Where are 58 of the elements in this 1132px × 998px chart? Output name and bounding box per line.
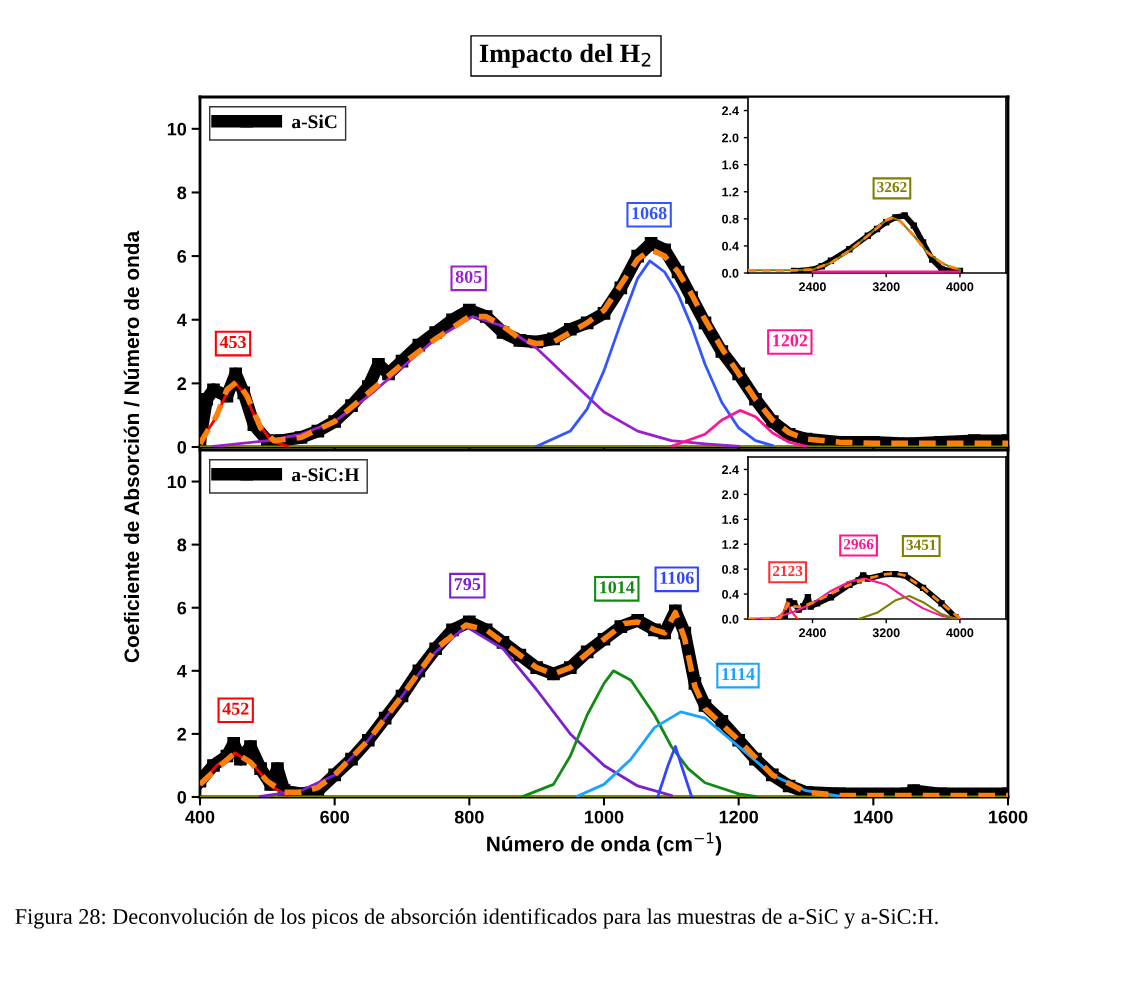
y-tick-label: 10 bbox=[167, 475, 187, 489]
y-tick-label: 0.0 bbox=[722, 268, 739, 278]
y-tick-label: 0.0 bbox=[722, 614, 739, 624]
x-tick-label: 1400 bbox=[854, 810, 893, 824]
x-tick-label: 4000 bbox=[946, 628, 974, 638]
annotation: 453 bbox=[219, 335, 246, 349]
y-tick-label: 6 bbox=[177, 250, 187, 263]
x-tick-label: 2400 bbox=[799, 282, 826, 292]
x-tick-label: 1600 bbox=[989, 810, 1028, 824]
y-tick-label: 6 bbox=[177, 601, 187, 615]
y-tick-label: 1.6 bbox=[722, 160, 739, 170]
y-tick-label: 10 bbox=[167, 122, 187, 136]
annotation: 1202 bbox=[773, 334, 808, 347]
y-tick-label: 2 bbox=[177, 727, 187, 741]
y-tick-label: 2.4 bbox=[722, 106, 739, 116]
y-tick-label: 1.6 bbox=[722, 515, 739, 524]
y-tick-label: 0.8 bbox=[722, 214, 739, 224]
y-axis-title: Coeficiente de Absorción / Número de onda bbox=[123, 230, 140, 663]
y-tick-label: 0 bbox=[177, 440, 187, 454]
x-tick-label: 600 bbox=[320, 810, 349, 824]
x-axis-title: Número de onda (cm$^{−1}$) bbox=[487, 832, 722, 856]
x-tick-label: 1000 bbox=[585, 810, 624, 824]
y-tick-label: 4 bbox=[177, 313, 187, 327]
x-tick-label: 3200 bbox=[872, 282, 900, 292]
annotation: 805 bbox=[455, 270, 482, 283]
annotation: 2123 bbox=[772, 565, 803, 577]
x-tick-label: 1200 bbox=[719, 810, 759, 824]
annotation: 1014 bbox=[600, 581, 635, 594]
x-tick-label: 4000 bbox=[946, 282, 974, 292]
annotation: 3262 bbox=[877, 181, 907, 193]
x-tick-label: 800 bbox=[454, 810, 484, 824]
y-tick-label: 1.2 bbox=[722, 540, 739, 549]
y-tick-label: 1.2 bbox=[722, 187, 739, 197]
y-tick-label: 8 bbox=[177, 186, 187, 200]
annotation: 795 bbox=[454, 578, 481, 591]
legend-label: a-SiC bbox=[292, 114, 337, 129]
annotation: 1068 bbox=[632, 207, 667, 220]
x-tick-label: 2400 bbox=[799, 628, 826, 638]
annotation: 1114 bbox=[722, 667, 755, 680]
text: Figura 28: Deconvolución de los picos de absorción identificados para las muestras de a-SiC y a-SiC:H. bbox=[15, 908, 938, 929]
legend-label: a-SiC:H bbox=[292, 467, 360, 482]
y-tick-label: 0.8 bbox=[722, 564, 739, 574]
annotation: 452 bbox=[222, 702, 249, 715]
annotation: 3451 bbox=[906, 539, 936, 550]
y-tick-label: 0 bbox=[177, 790, 187, 804]
y-tick-label: 2 bbox=[177, 377, 187, 390]
y-tick-label: 2.0 bbox=[722, 490, 739, 500]
x-tick-label: 3200 bbox=[872, 628, 900, 638]
y-tick-label: 8 bbox=[177, 538, 187, 552]
y-tick-label: 4 bbox=[177, 664, 187, 678]
x-tick-label: 400 bbox=[185, 810, 215, 824]
y-tick-label: 2.4 bbox=[722, 465, 739, 474]
annotation: 1106 bbox=[660, 571, 694, 584]
y-tick-label: 2.0 bbox=[722, 133, 739, 143]
annotation: 2966 bbox=[843, 539, 874, 550]
y-tick-label: 0.4 bbox=[722, 589, 739, 599]
y-tick-label: 0.4 bbox=[722, 241, 739, 251]
chart-title: Impacto del H$_{2}$ bbox=[479, 43, 651, 68]
